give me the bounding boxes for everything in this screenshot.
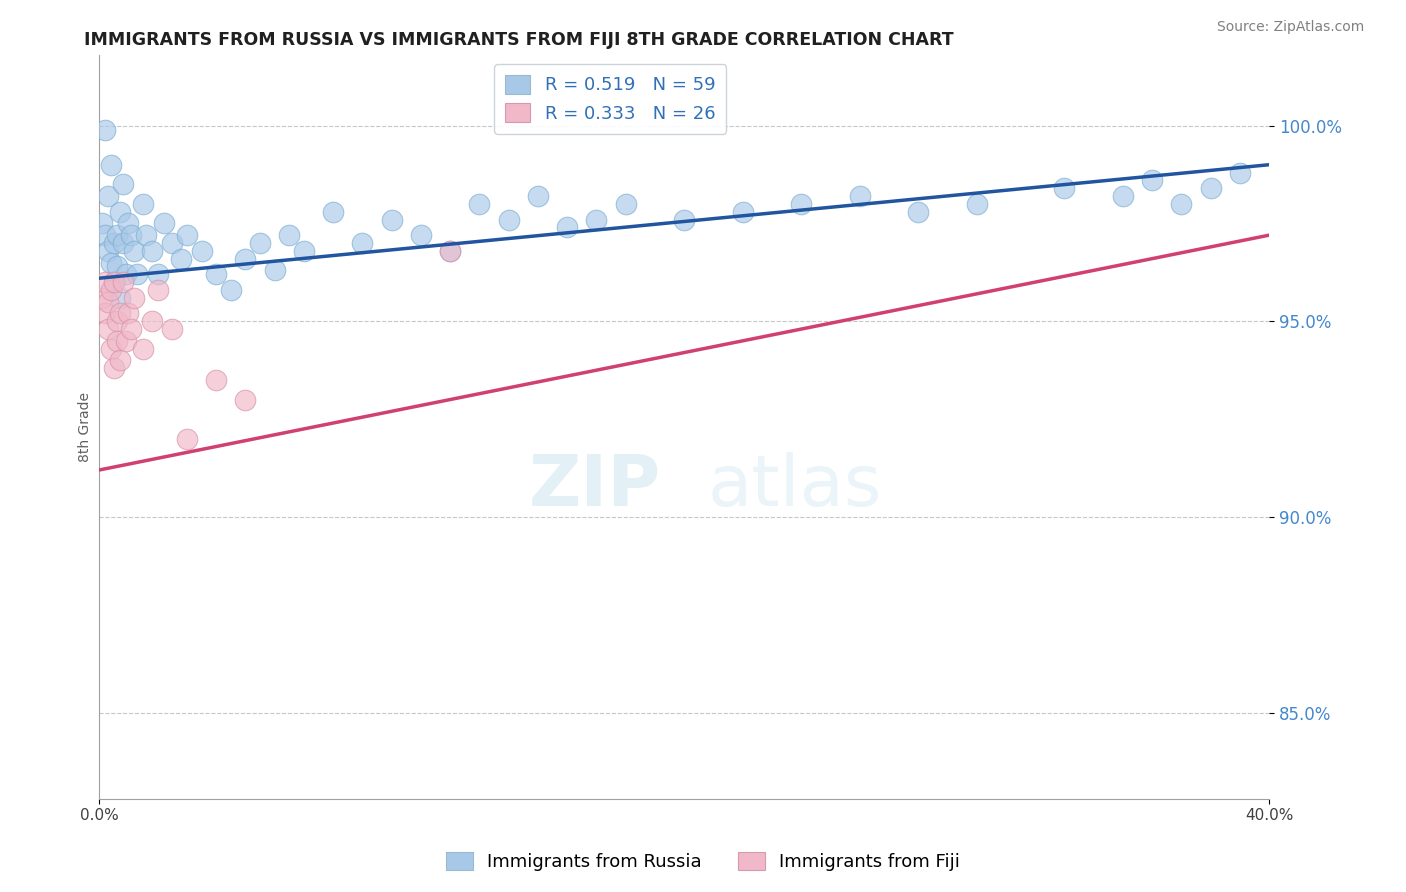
Point: [468, 197, 491, 211]
Point: [108, 204, 131, 219]
Point: [205, 268, 228, 282]
Point: [108, 306, 131, 320]
Point: [176, 228, 198, 243]
Point: [1112, 189, 1135, 203]
Point: [114, 268, 136, 282]
Text: ZIP: ZIP: [529, 452, 661, 521]
Point: [111, 178, 134, 192]
Point: [848, 189, 870, 203]
Point: [105, 260, 128, 274]
Point: [790, 197, 813, 211]
Point: [162, 322, 184, 336]
Point: [498, 212, 520, 227]
Legend: Immigrants from Russia, Immigrants from Fiji: Immigrants from Russia, Immigrants from …: [439, 845, 967, 879]
Point: [409, 228, 432, 243]
Point: [292, 244, 315, 258]
Point: [117, 216, 139, 230]
Point: [614, 197, 637, 211]
Point: [97, 244, 120, 258]
Point: [219, 283, 242, 297]
Point: [120, 228, 142, 243]
Point: [190, 244, 212, 258]
Point: [91, 216, 114, 230]
Point: [673, 212, 696, 227]
Point: [205, 373, 228, 387]
Point: [94, 306, 117, 320]
Point: [111, 275, 134, 289]
Point: [278, 228, 301, 243]
Point: [132, 197, 155, 211]
Point: [1053, 181, 1076, 195]
Text: Source: ZipAtlas.com: Source: ZipAtlas.com: [1216, 21, 1364, 34]
Point: [263, 263, 285, 277]
Point: [170, 252, 193, 266]
Point: [1199, 181, 1222, 195]
Point: [176, 432, 198, 446]
Point: [146, 268, 169, 282]
Point: [111, 235, 134, 250]
Point: [105, 228, 128, 243]
Point: [141, 314, 163, 328]
Point: [322, 204, 344, 219]
Point: [731, 204, 754, 219]
Point: [907, 204, 929, 219]
Point: [152, 216, 174, 230]
Point: [235, 252, 257, 266]
Point: [117, 306, 139, 320]
Point: [124, 244, 146, 258]
Legend: R = 0.519   N = 59, R = 0.333   N = 26: R = 0.519 N = 59, R = 0.333 N = 26: [495, 64, 727, 134]
Point: [120, 322, 142, 336]
Point: [105, 314, 128, 328]
Point: [94, 275, 117, 289]
Point: [103, 235, 125, 250]
Point: [1170, 197, 1192, 211]
Point: [135, 228, 157, 243]
Point: [1140, 173, 1163, 187]
Point: [97, 189, 120, 203]
Point: [108, 291, 131, 305]
Point: [105, 334, 128, 348]
Point: [162, 235, 184, 250]
Text: IMMIGRANTS FROM RUSSIA VS IMMIGRANTS FROM FIJI 8TH GRADE CORRELATION CHART: IMMIGRANTS FROM RUSSIA VS IMMIGRANTS FRO…: [84, 31, 955, 49]
Point: [381, 212, 404, 227]
Point: [124, 291, 146, 305]
Text: atlas: atlas: [707, 452, 882, 521]
Point: [100, 283, 122, 297]
Point: [585, 212, 607, 227]
Point: [1229, 165, 1251, 179]
Point: [249, 235, 271, 250]
Point: [91, 291, 114, 305]
Point: [132, 342, 155, 356]
Point: [94, 228, 117, 243]
Point: [103, 275, 125, 289]
Point: [439, 244, 461, 258]
Point: [352, 235, 374, 250]
Point: [966, 197, 988, 211]
Point: [114, 334, 136, 348]
Point: [97, 294, 120, 309]
Point: [555, 220, 578, 235]
Point: [103, 275, 125, 289]
Point: [94, 122, 117, 136]
Point: [100, 158, 122, 172]
Point: [127, 268, 149, 282]
Point: [108, 353, 131, 368]
Point: [100, 342, 122, 356]
Point: [146, 283, 169, 297]
Point: [235, 392, 257, 407]
Y-axis label: 8th Grade: 8th Grade: [79, 392, 93, 462]
Point: [100, 255, 122, 269]
Point: [439, 244, 461, 258]
Point: [103, 361, 125, 376]
Point: [97, 322, 120, 336]
Point: [527, 189, 550, 203]
Point: [141, 244, 163, 258]
